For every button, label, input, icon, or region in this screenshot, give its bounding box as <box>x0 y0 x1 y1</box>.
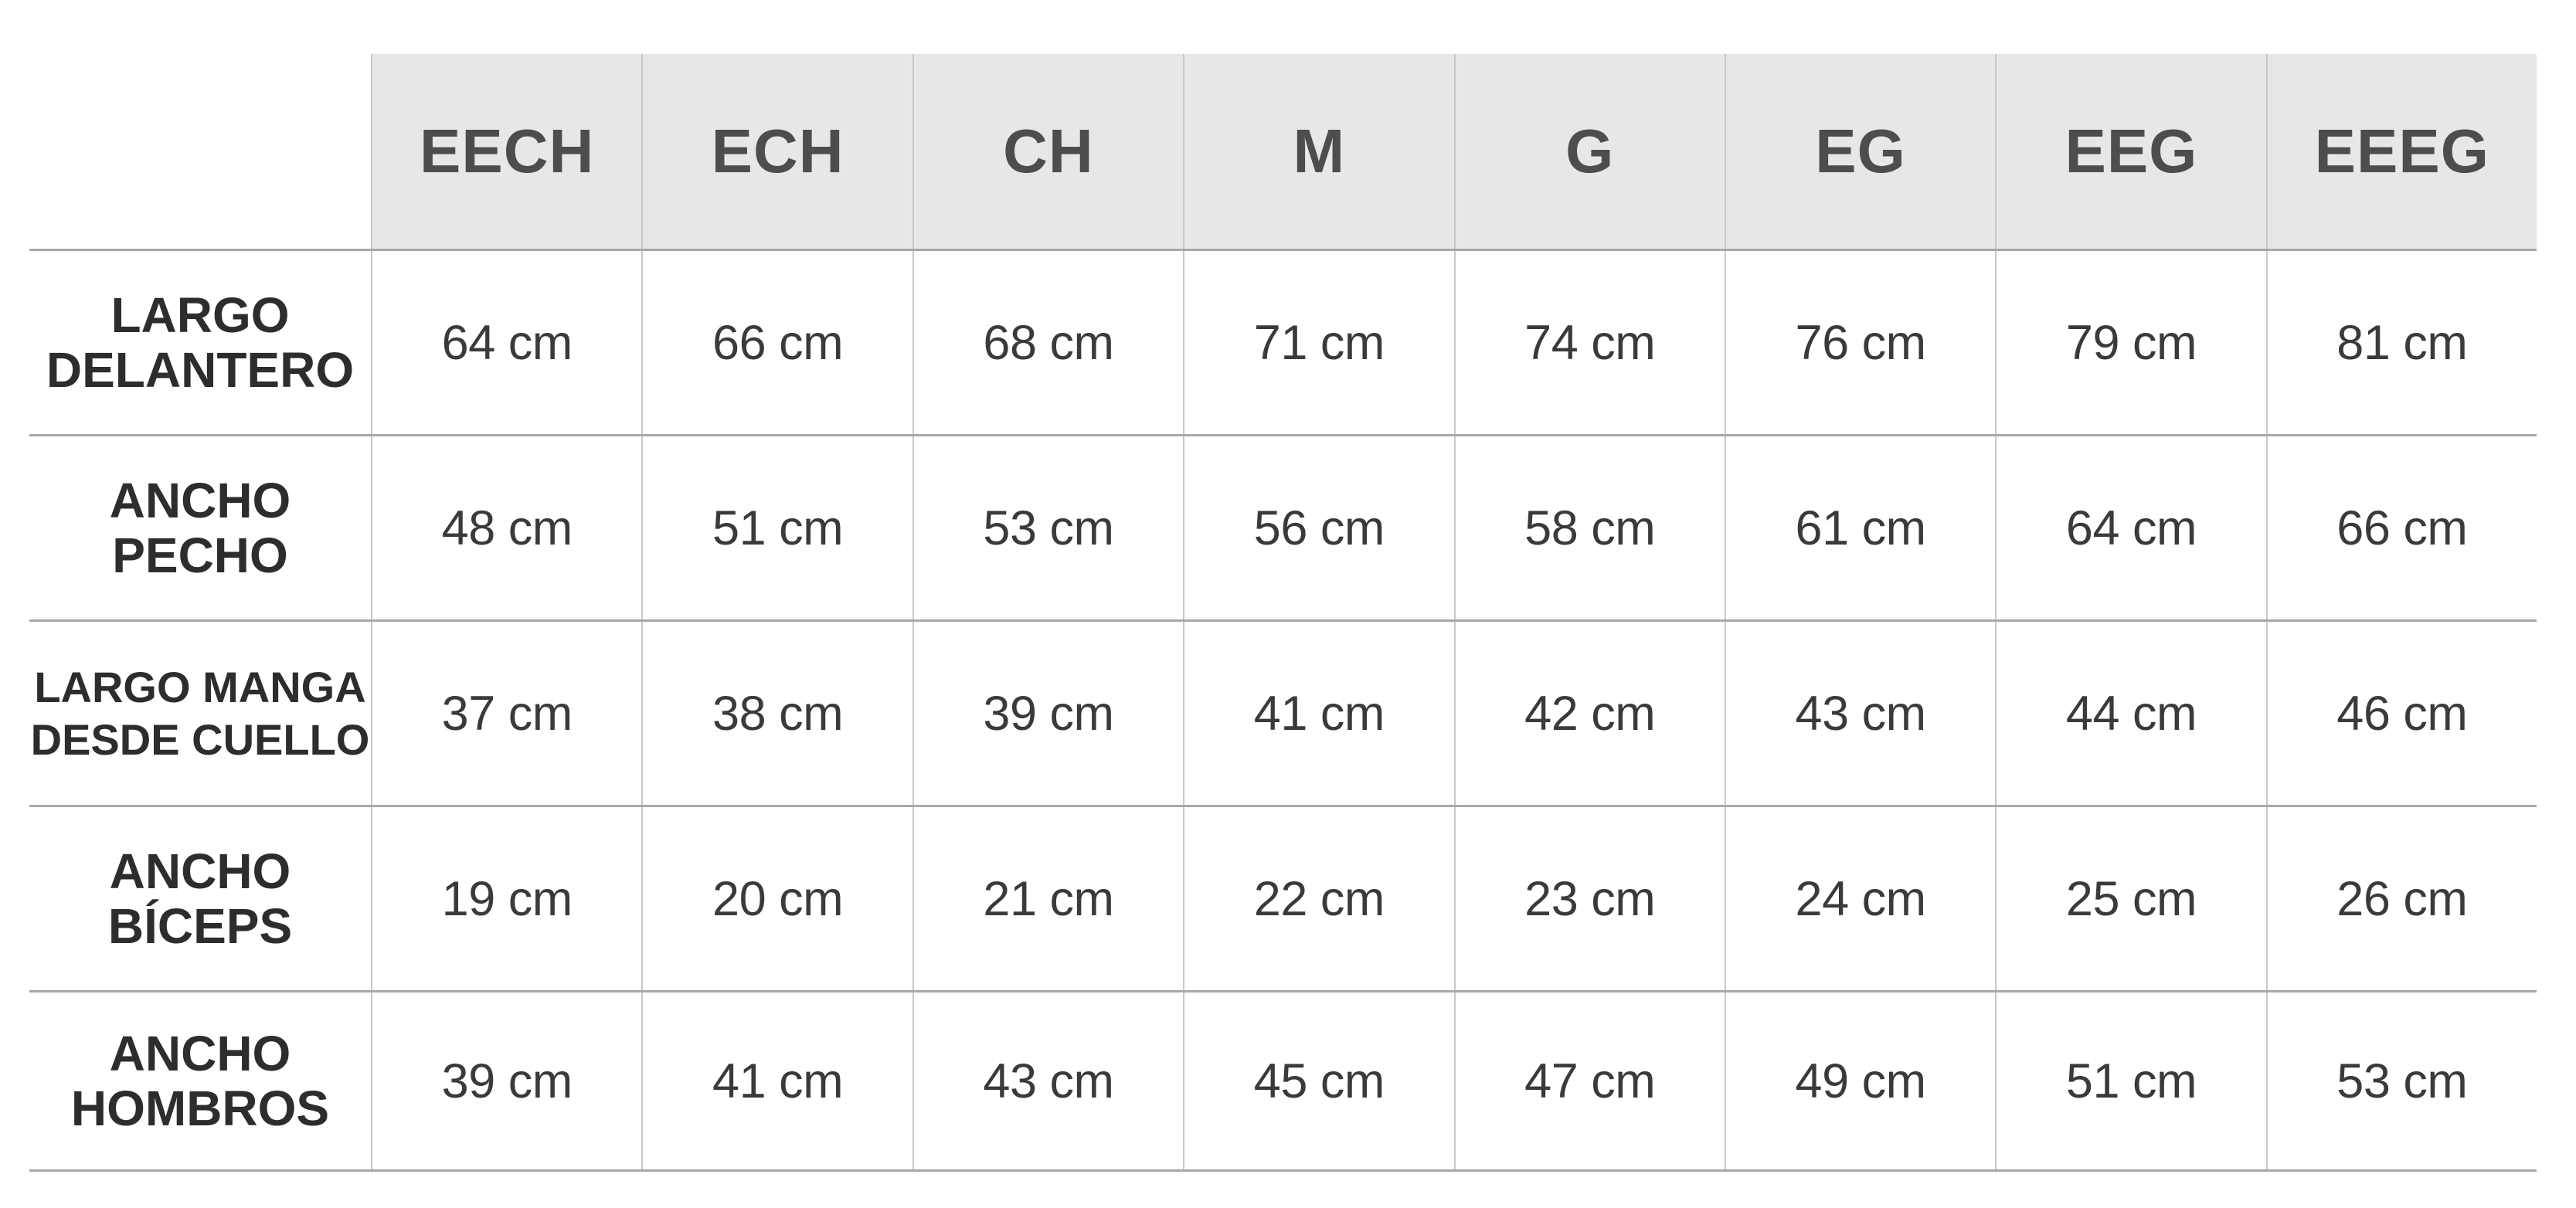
table-cell: 76 cm <box>1724 251 1995 434</box>
table-cell: 49 cm <box>1724 993 1995 1169</box>
table-cell: 39 cm <box>912 622 1183 805</box>
table-row-ancho-hombros: ANCHO HOMBROS 39 cm 41 cm 43 cm 45 cm 47… <box>29 993 2537 1172</box>
table-cell: 19 cm <box>371 807 641 990</box>
table-cell: 56 cm <box>1183 436 1453 619</box>
row-label-line: PECHO <box>112 527 288 583</box>
column-header-eeg: EEG <box>1995 54 2266 249</box>
table-row-largo-delantero: LARGO DELANTERO 64 cm 66 cm 68 cm 71 cm … <box>29 251 2537 436</box>
table-cell: 26 cm <box>2265 807 2537 990</box>
table-cell: 47 cm <box>1453 993 1725 1169</box>
table-header-row: EECH ECH CH M G EG EEG EEEG <box>29 54 2537 251</box>
table-cell: 45 cm <box>1183 993 1453 1169</box>
table-cell: 43 cm <box>1724 622 1995 805</box>
table-cell: 53 cm <box>912 436 1183 619</box>
table-cell: 20 cm <box>641 807 912 990</box>
table-cell: 41 cm <box>1183 622 1453 805</box>
row-label-line: LARGO <box>110 287 290 344</box>
table-row-ancho-biceps: ANCHO BÍCEPS 19 cm 20 cm 21 cm 22 cm 23 … <box>29 807 2537 993</box>
table-cell: 42 cm <box>1453 622 1725 805</box>
table-cell: 48 cm <box>371 436 641 619</box>
row-label-largo-manga-desde-cuello: LARGO MANGA DESDE CUELLO <box>29 622 371 805</box>
table-cell: 37 cm <box>371 622 641 805</box>
table-cell: 21 cm <box>912 807 1183 990</box>
table-cell: 43 cm <box>912 993 1183 1169</box>
table-cell: 71 cm <box>1183 251 1453 434</box>
column-header-m: M <box>1183 54 1454 249</box>
table-cell: 22 cm <box>1183 807 1453 990</box>
table-cell: 23 cm <box>1453 807 1725 990</box>
column-header-ech: ECH <box>641 54 912 249</box>
table-cell: 39 cm <box>371 993 641 1169</box>
row-label-largo-delantero: LARGO DELANTERO <box>29 251 371 434</box>
row-label-line: DELANTERO <box>46 341 355 398</box>
size-chart-table: EECH ECH CH M G EG EEG EEEG LARGO DELANT… <box>29 54 2537 1172</box>
column-header-ch: CH <box>912 54 1184 249</box>
row-label-line: DESDE CUELLO <box>30 714 370 764</box>
table-cell: 24 cm <box>1724 807 1995 990</box>
row-label-ancho-pecho: ANCHO PECHO <box>29 436 371 619</box>
header-corner-cell <box>29 54 371 249</box>
table-cell: 61 cm <box>1724 436 1995 619</box>
table-cell: 66 cm <box>641 251 912 434</box>
row-label-line: LARGO MANGA <box>34 663 366 712</box>
table-row-ancho-pecho: ANCHO PECHO 48 cm 51 cm 53 cm 56 cm 58 c… <box>29 436 2537 622</box>
table-cell: 64 cm <box>371 251 641 434</box>
table-cell: 25 cm <box>1995 807 2265 990</box>
row-label-line: ANCHO <box>109 843 291 900</box>
row-label-line: ANCHO <box>109 473 291 529</box>
table-cell: 64 cm <box>1995 436 2265 619</box>
column-header-eech: EECH <box>371 54 642 249</box>
row-label-ancho-biceps: ANCHO BÍCEPS <box>29 807 371 990</box>
table-cell: 79 cm <box>1995 251 2265 434</box>
table-cell: 46 cm <box>2265 622 2537 805</box>
table-cell: 68 cm <box>912 251 1183 434</box>
table-cell: 51 cm <box>1995 993 2265 1169</box>
table-cell: 44 cm <box>1995 622 2265 805</box>
table-cell: 38 cm <box>641 622 912 805</box>
column-header-eg: EG <box>1724 54 1996 249</box>
row-label-line: ANCHO <box>109 1026 291 1082</box>
table-cell: 66 cm <box>2265 436 2537 619</box>
table-cell: 81 cm <box>2265 251 2537 434</box>
table-cell: 58 cm <box>1453 436 1725 619</box>
column-header-g: G <box>1453 54 1725 249</box>
row-label-ancho-hombros: ANCHO HOMBROS <box>29 993 371 1169</box>
row-label-line: HOMBROS <box>70 1080 330 1136</box>
table-cell: 74 cm <box>1453 251 1725 434</box>
table-cell: 53 cm <box>2265 993 2537 1169</box>
row-label-line: BÍCEPS <box>107 898 293 954</box>
table-cell: 51 cm <box>641 436 912 619</box>
table-row-largo-manga-desde-cuello: LARGO MANGA DESDE CUELLO 37 cm 38 cm 39 … <box>29 622 2537 807</box>
column-header-eeeg: EEEG <box>2265 54 2537 249</box>
table-cell: 41 cm <box>641 993 912 1169</box>
